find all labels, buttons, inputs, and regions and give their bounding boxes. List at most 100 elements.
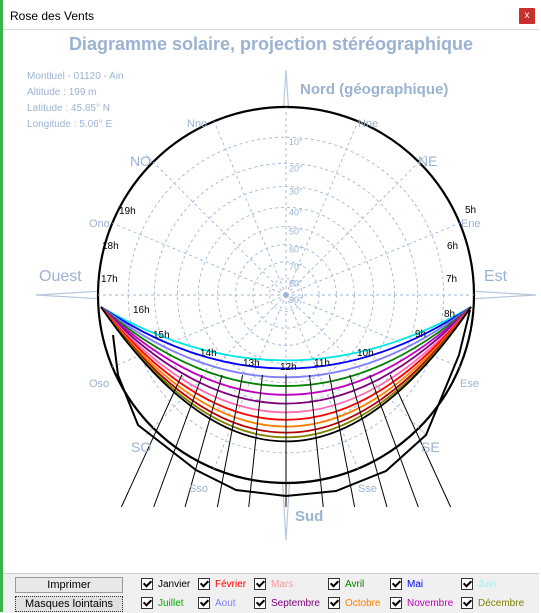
- month-toggle-septembre[interactable]: Septembre: [254, 595, 320, 611]
- checkbox[interactable]: [198, 597, 210, 609]
- hour-line: [349, 374, 388, 508]
- dir-se: SE: [421, 439, 440, 455]
- azimuth-line: [285, 222, 460, 296]
- altitude-line: Altitude : 199 m: [27, 87, 96, 98]
- altitude-label: 70°: [289, 262, 303, 272]
- hour-line: [120, 374, 183, 508]
- month-toggle-avril[interactable]: Avril: [328, 576, 364, 592]
- dir-est: Est: [484, 268, 508, 285]
- month-curve: [100, 306, 472, 362]
- dir-sud: Sud: [295, 508, 323, 525]
- azimuth-line: [213, 294, 287, 469]
- month-toggle-février[interactable]: Février: [198, 576, 246, 592]
- azimuth-line: [285, 294, 359, 469]
- hour-line: [369, 374, 419, 508]
- month-toggle-novembre[interactable]: Novembre: [390, 595, 453, 611]
- month-label: Mai: [407, 578, 424, 590]
- longitude-line: Longitude : 5.06° E: [27, 119, 113, 130]
- altitude-label: 10°: [289, 137, 303, 147]
- altitude-label: 60°: [289, 245, 303, 255]
- hour-label: 14h: [200, 348, 217, 359]
- checkbox[interactable]: [254, 597, 266, 609]
- checkbox[interactable]: [198, 578, 210, 590]
- month-toggle-mars[interactable]: Mars: [254, 576, 293, 592]
- hour-line: [216, 374, 244, 508]
- month-label: Juin: [478, 578, 497, 590]
- hour-line: [153, 374, 203, 508]
- month-toggle-janvier[interactable]: Janvier: [141, 576, 190, 592]
- month-toggle-mai[interactable]: Mai: [390, 576, 423, 592]
- dir-ne: NE: [418, 153, 437, 169]
- print-button[interactable]: Imprimer: [15, 577, 123, 593]
- month-label: Novembre: [407, 597, 454, 609]
- dir-so: SO: [131, 439, 151, 455]
- sun-path-svg: 10° 20° 30° 40° 50° 60° 70° 80° 90° 5h 6h 7h 8h 9h 10…: [27, 34, 537, 541]
- hour-label: 6h: [447, 241, 458, 252]
- month-checkboxes: Janvier Février Mars Avril Mai Juin Juillet Aou…: [141, 574, 539, 613]
- hour-label: 10h: [357, 348, 374, 359]
- dir-sso: Sso: [189, 483, 208, 495]
- checkbox[interactable]: [461, 597, 473, 609]
- month-label: Mars: [271, 578, 294, 590]
- dir-sse: Sse: [358, 483, 377, 495]
- distant-masks-button[interactable]: Masques lointains: [15, 596, 123, 612]
- month-label: Janvier: [158, 578, 191, 590]
- hour-line: [184, 374, 223, 508]
- title-bar: Rose des Vents x: [3, 5, 539, 30]
- hour-label: 19h: [119, 206, 136, 217]
- dir-nne: Nne: [358, 118, 378, 130]
- month-label: Juillet: [158, 597, 184, 609]
- hour-label: 11h: [314, 358, 330, 369]
- hour-line: [309, 374, 324, 508]
- azimuth-line: [285, 294, 420, 429]
- checkbox[interactable]: [141, 578, 153, 590]
- checkbox[interactable]: [328, 597, 340, 609]
- checkbox[interactable]: [461, 578, 473, 590]
- altitude-label: 30°: [289, 186, 303, 196]
- hour-line: [389, 374, 452, 508]
- checkbox[interactable]: [390, 597, 402, 609]
- month-toggle-octobre[interactable]: Octobre: [328, 595, 381, 611]
- azimuth-line: [285, 121, 359, 296]
- hour-label: 18h: [102, 241, 119, 252]
- month-toggle-juin[interactable]: Juin: [461, 576, 496, 592]
- hour-label: 17h: [101, 274, 118, 285]
- dir-ene: Ene: [461, 218, 481, 230]
- month-label: Septembre: [271, 597, 320, 609]
- hour-line: [328, 374, 356, 508]
- hour-label: 9h: [415, 329, 426, 340]
- window-frame-left: [0, 0, 3, 612]
- dir-ono: Ono: [89, 218, 110, 230]
- hour-label: 12h: [280, 362, 297, 373]
- month-label: Aout: [215, 597, 236, 609]
- hour-label: 5h: [465, 205, 476, 216]
- checkbox[interactable]: [254, 578, 266, 590]
- altitude-label: 20°: [289, 163, 303, 173]
- altitude-ring: [269, 278, 303, 312]
- month-label: Avril: [345, 578, 365, 590]
- location-line: Montluel - 01120 - Ain: [27, 71, 124, 82]
- dir-no: NO: [130, 153, 151, 169]
- month-toggle-aout[interactable]: Aout: [198, 595, 236, 611]
- azimuth-line: [152, 161, 287, 296]
- north-label: Nord (géographique): [300, 81, 448, 98]
- month-toggle-décembre[interactable]: Décembre: [461, 595, 524, 611]
- dir-ese: Ese: [460, 378, 479, 390]
- month-curve: [100, 306, 472, 370]
- month-label: Décembre: [478, 597, 525, 609]
- altitude-ring: [252, 261, 320, 329]
- checkbox[interactable]: [141, 597, 153, 609]
- close-button[interactable]: x: [519, 8, 535, 24]
- hour-lines: 5h 6h 7h 8h 9h 10h 11h 12h 13h 14h 15h 16h 17h 18h 19h: [101, 205, 476, 508]
- hour-label: 8h: [444, 309, 455, 320]
- hour-label: 13h: [243, 358, 260, 369]
- month-label: Octobre: [345, 597, 381, 609]
- azimuth-line: [112, 222, 287, 296]
- dir-ouest: Ouest: [39, 268, 82, 285]
- checkbox[interactable]: [390, 578, 402, 590]
- hour-label: 16h: [133, 305, 150, 316]
- hour-line: [248, 374, 263, 508]
- checkbox[interactable]: [328, 578, 340, 590]
- altitude-label: 80°: [289, 279, 303, 289]
- month-toggle-juillet[interactable]: Juillet: [141, 595, 184, 611]
